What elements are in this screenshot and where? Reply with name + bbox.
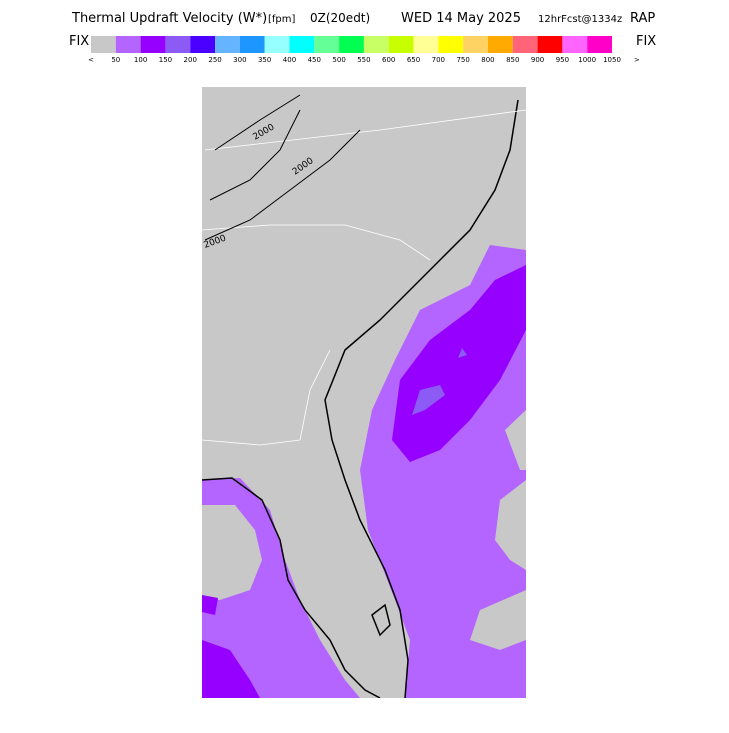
colorbar-label: 750 (456, 56, 469, 64)
forecast: 12hrFcst@1334z (538, 14, 622, 25)
color-swatch (339, 36, 364, 53)
map: 2000 2000 2000 (202, 87, 526, 698)
legend-left: FIX (69, 34, 89, 49)
color-swatch (388, 36, 414, 53)
color-swatch (91, 36, 116, 53)
colorbar-label: 100 (134, 56, 147, 64)
color-swatch (215, 36, 240, 53)
color-swatch (314, 36, 340, 53)
title: Thermal Updraft Velocity (W*) (71, 11, 267, 26)
colorbar-label: 1000 (578, 56, 596, 64)
colorbar-label: 700 (432, 56, 445, 64)
color-swatch (363, 36, 389, 53)
color-swatch (562, 36, 588, 53)
colorbar-label: 650 (407, 56, 420, 64)
over-label: > (634, 56, 640, 64)
color-swatch (413, 36, 439, 53)
color-swatch (264, 36, 290, 53)
time: 0Z(20edt) (310, 11, 370, 25)
color-swatch (512, 36, 538, 53)
colorbar-label: 550 (357, 56, 370, 64)
model: RAP (630, 11, 655, 26)
color-swatch (140, 36, 166, 53)
date: WED 14 May 2025 (401, 11, 521, 26)
color-swatch (115, 36, 141, 53)
colorbar-label: 350 (258, 56, 271, 64)
color-swatch (190, 36, 216, 53)
color-swatch (239, 36, 265, 53)
colorbar-label: 50 (111, 56, 120, 64)
units: [fpm] (268, 14, 296, 25)
legend-right: FIX (636, 34, 656, 49)
colorbar: <50 100 150 200 250 300 350 400 450 500 550 600 650 7… (88, 36, 640, 64)
color-swatch (587, 36, 612, 53)
colorbar-label: 850 (506, 56, 519, 64)
colorbar-label: 800 (481, 56, 494, 64)
under-label: < (88, 56, 94, 64)
colorbar-label: 400 (283, 56, 296, 64)
color-swatch (289, 36, 315, 53)
colorbar-label: 250 (208, 56, 221, 64)
colorbar-label: 900 (531, 56, 544, 64)
colorbar-label: 300 (233, 56, 246, 64)
colorbar-label: 950 (556, 56, 569, 64)
colorbar-label: 200 (184, 56, 197, 64)
colorbar-label: 500 (332, 56, 345, 64)
colorbar-label: 1050 (603, 56, 621, 64)
colorbar-label: 600 (382, 56, 395, 64)
color-swatch (537, 36, 563, 53)
color-swatch (438, 36, 464, 53)
colorbar-label: 450 (308, 56, 321, 64)
color-swatch (487, 36, 513, 53)
color-swatch (463, 36, 488, 53)
color-swatch (165, 36, 191, 53)
colorbar-label: 150 (159, 56, 172, 64)
